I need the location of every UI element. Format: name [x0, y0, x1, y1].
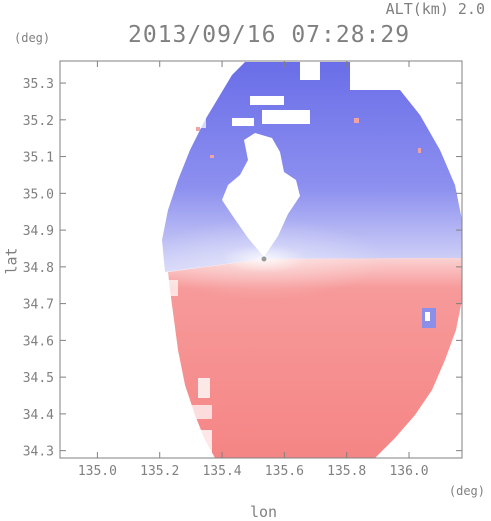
y-tick-label: 34.4: [23, 408, 54, 423]
y-tick-label: 34.6: [23, 334, 54, 349]
y-tick-label: 35.1: [23, 151, 54, 166]
x-tick-label: 135.0: [78, 464, 117, 479]
y-tick-label: 34.3: [23, 445, 54, 460]
no-data-region: [222, 133, 300, 257]
y-tick-label: 34.9: [23, 224, 54, 239]
altitude-label: ALT(km) 2.0: [385, 0, 485, 18]
x-axis-unit: (deg): [448, 484, 485, 498]
y-tick-label: 34.8: [23, 261, 54, 276]
y-axis-unit: (deg): [14, 31, 51, 45]
y-tick-label: 35.3: [23, 77, 54, 92]
timestamp-title: 2013/09/16 07:28:29: [128, 22, 411, 48]
radar-field: [144, 61, 462, 458]
receding-region: [168, 258, 462, 458]
x-axis-label: lon: [250, 503, 278, 521]
y-tick-label: 34.5: [23, 371, 54, 386]
y-tick-label: 34.7: [23, 298, 54, 313]
x-axis-ticks: 135.0 135.2 135.4 135.6 135.8 136.0: [78, 61, 429, 479]
radar-site-marker: [261, 256, 267, 262]
x-tick-label: 135.8: [327, 464, 366, 479]
x-tick-label: 135.4: [202, 464, 241, 479]
x-tick-label: 135.6: [265, 464, 304, 479]
x-tick-label: 136.0: [389, 464, 428, 479]
y-axis-ticks: 34.3 34.4 34.5 34.6 34.7 34.8 34.9 35.0 35.1 35.2…: [23, 77, 462, 460]
y-tick-label: 35.0: [23, 187, 54, 202]
y-tick-label: 35.2: [23, 114, 54, 129]
x-tick-label: 135.2: [140, 464, 179, 479]
plot-frame: [59, 60, 463, 459]
